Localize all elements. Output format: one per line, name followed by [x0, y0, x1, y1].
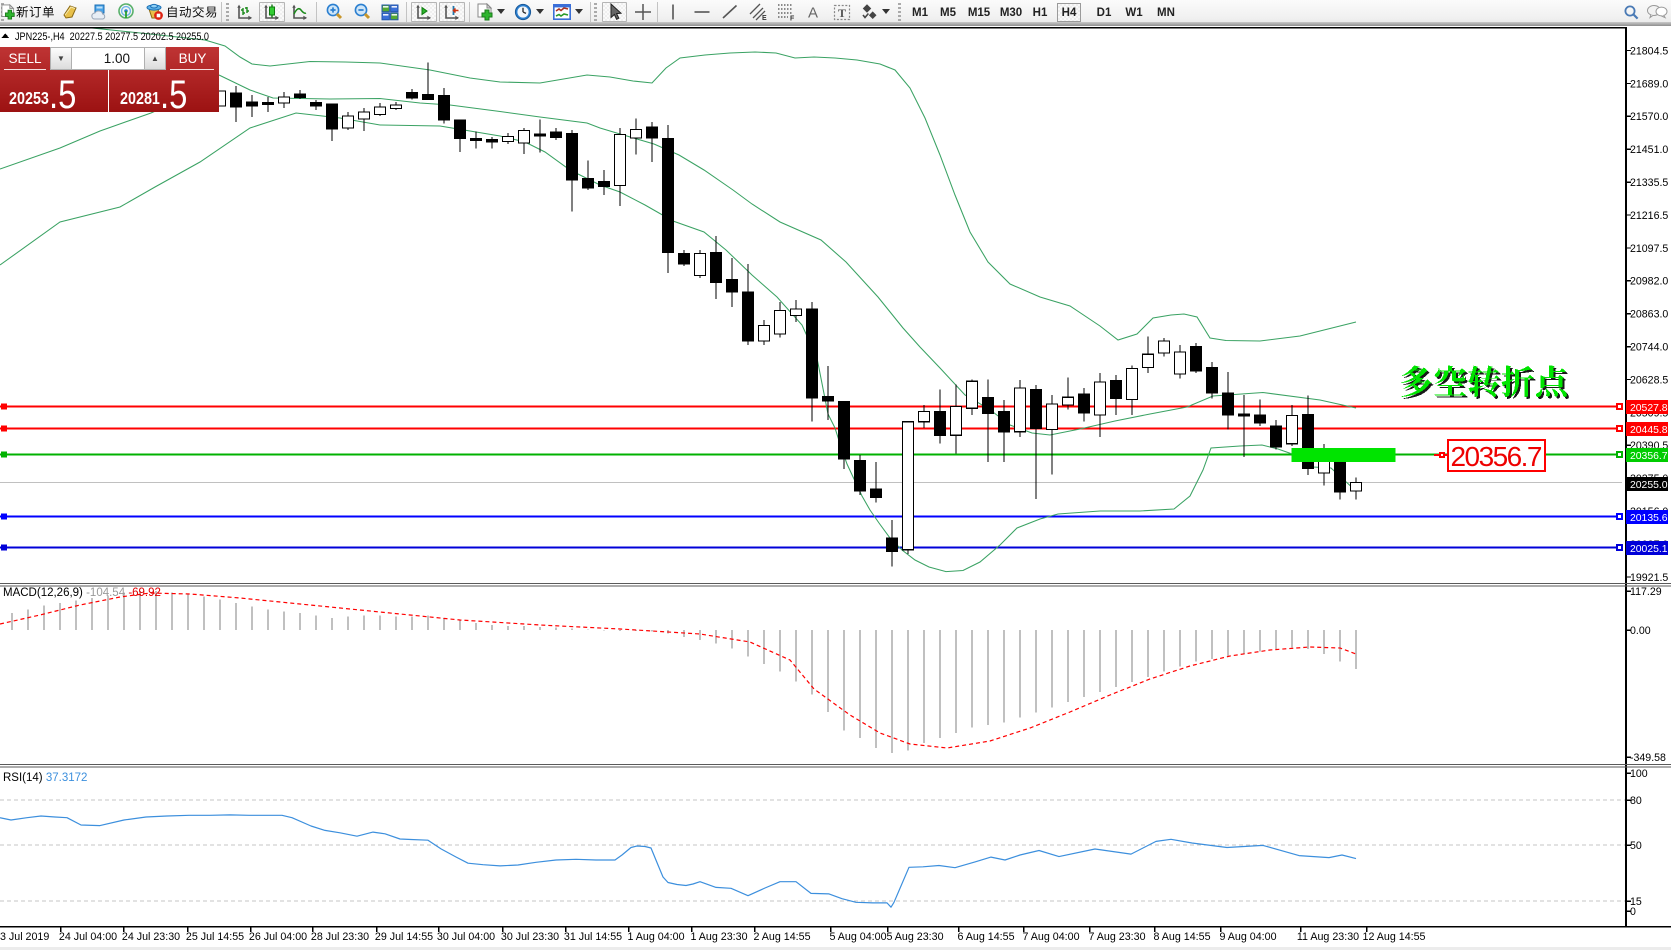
svg-text:25 Jul 14:55: 25 Jul 14:55 [186, 931, 244, 943]
svg-text:20744.0: 20744.0 [1630, 342, 1668, 354]
svg-text:28 Jul 23:30: 28 Jul 23:30 [311, 931, 369, 943]
svg-text:0: 0 [1630, 906, 1636, 918]
svg-text:20356.7: 20356.7 [1630, 451, 1668, 462]
svg-text:20356.7: 20356.7 [1451, 441, 1543, 472]
svg-text:E: E [762, 15, 767, 21]
svg-text:2 Aug 14:55: 2 Aug 14:55 [753, 931, 810, 943]
svg-text:24 Jul 04:00: 24 Jul 04:00 [59, 931, 117, 943]
svg-text:7 Aug 04:00: 7 Aug 04:00 [1022, 931, 1079, 943]
svg-text:15: 15 [1630, 896, 1642, 908]
svg-text:3 Jul 2019: 3 Jul 2019 [0, 931, 49, 943]
svg-text:7 Aug 23:30: 7 Aug 23:30 [1088, 931, 1145, 943]
svg-text:A: A [808, 5, 818, 21]
svg-text:F: F [790, 16, 795, 22]
svg-text:RSI(14) 37.3172: RSI(14) 37.3172 [3, 772, 87, 784]
svg-text:8 Aug 14:55: 8 Aug 14:55 [1153, 931, 1210, 943]
svg-text:24 Jul 23:30: 24 Jul 23:30 [122, 931, 180, 943]
svg-text:20628.5: 20628.5 [1630, 374, 1668, 386]
svg-text:20863.0: 20863.0 [1630, 309, 1668, 321]
svg-text:29 Jul 14:55: 29 Jul 14:55 [375, 931, 433, 943]
svg-text:21097.5: 21097.5 [1630, 243, 1668, 255]
svg-text:20982.0: 20982.0 [1630, 276, 1668, 288]
svg-text:21216.5: 21216.5 [1630, 210, 1668, 222]
svg-text:31 Jul 14:55: 31 Jul 14:55 [564, 931, 622, 943]
svg-text:1 Aug 23:30: 1 Aug 23:30 [690, 931, 747, 943]
svg-text:80: 80 [1630, 795, 1642, 807]
svg-text:T: T [838, 6, 846, 20]
svg-text:12 Aug 14:55: 12 Aug 14:55 [1363, 931, 1426, 943]
svg-text:5 Aug 23:30: 5 Aug 23:30 [886, 931, 943, 943]
svg-text:21804.5: 21804.5 [1630, 45, 1668, 57]
svg-text:9 Aug 04:00: 9 Aug 04:00 [1219, 931, 1276, 943]
svg-text:117.29: 117.29 [1630, 586, 1662, 598]
svg-text:JPN225-,H4 20227.5 20277.5 20: JPN225-,H4 20227.5 20277.5 20202.5 20255… [15, 31, 209, 43]
svg-text:MACD(12,26,9) -104.54 -69.92: MACD(12,26,9) -104.54 -69.92 [3, 587, 161, 599]
svg-text:19921.5: 19921.5 [1630, 572, 1668, 584]
svg-text:30 Jul 23:30: 30 Jul 23:30 [501, 931, 559, 943]
svg-text:50: 50 [1630, 840, 1642, 852]
svg-text:21570.0: 21570.0 [1630, 111, 1668, 123]
svg-text:0.00: 0.00 [1630, 625, 1651, 637]
svg-text:6 Aug 14:55: 6 Aug 14:55 [957, 931, 1014, 943]
svg-text:-349.58: -349.58 [1630, 752, 1666, 764]
svg-text:21689.0: 21689.0 [1630, 78, 1668, 90]
svg-text:1 Aug 04:00: 1 Aug 04:00 [627, 931, 684, 943]
svg-text:20255.0: 20255.0 [1630, 480, 1668, 491]
svg-text:26 Jul 04:00: 26 Jul 04:00 [249, 931, 307, 943]
svg-text:21451.0: 21451.0 [1630, 144, 1668, 156]
svg-text:11 Aug 23:30: 11 Aug 23:30 [1297, 931, 1359, 943]
svg-text:30 Jul 04:00: 30 Jul 04:00 [437, 931, 495, 943]
svg-text:20445.8: 20445.8 [1630, 425, 1668, 436]
svg-text:20025.1: 20025.1 [1630, 544, 1668, 555]
svg-text:21335.5: 21335.5 [1630, 177, 1668, 189]
svg-text:20135.6: 20135.6 [1630, 513, 1668, 524]
svg-text:5 Aug 04:00: 5 Aug 04:00 [829, 931, 886, 943]
svg-text:20527.8: 20527.8 [1630, 403, 1668, 414]
svg-text:100: 100 [1630, 768, 1648, 780]
